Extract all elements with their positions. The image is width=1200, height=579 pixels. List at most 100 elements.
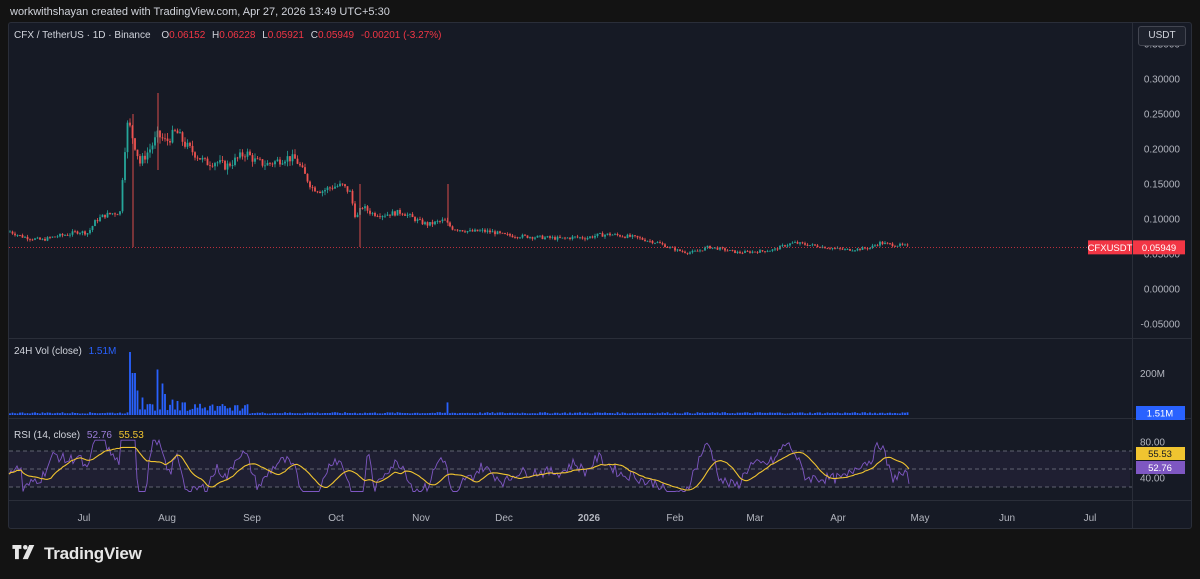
volume-bar (741, 412, 744, 415)
volume-bar (754, 412, 756, 415)
candle-body (29, 239, 31, 241)
candle-body (69, 234, 71, 236)
candle-body (581, 237, 584, 239)
candle-body (881, 241, 884, 245)
volume-bar (654, 413, 656, 415)
price-tag-bg (1133, 240, 1185, 255)
volume-bar (881, 412, 884, 415)
candle-body (796, 242, 799, 244)
volume-bar (401, 412, 404, 415)
volume-bar (551, 413, 554, 415)
volume-bar (456, 413, 459, 415)
volume-bar (344, 412, 346, 415)
candle-body (621, 236, 624, 238)
volume-bar (646, 413, 649, 415)
candle-body (539, 235, 541, 237)
volume-bar (306, 412, 309, 415)
candle-body (844, 249, 846, 250)
candle-body (611, 234, 614, 236)
candle-body (801, 242, 804, 244)
volume-bar (689, 413, 691, 415)
price-tick-label: -0.05000 (1141, 320, 1181, 331)
candle-body (736, 251, 739, 253)
candle-body (601, 233, 604, 237)
candle-body (576, 236, 579, 238)
volume-bar (851, 412, 854, 415)
candle-body (631, 235, 634, 237)
rsi-line (8, 438, 910, 493)
candle-body (246, 151, 249, 157)
candle-body (661, 243, 664, 245)
candle-body (59, 233, 61, 237)
candle-body (291, 154, 294, 162)
volume-bar (604, 412, 606, 415)
volume-bar (781, 413, 784, 415)
volume-bar (414, 412, 416, 415)
candle-body (14, 233, 16, 236)
volume-bar (99, 413, 101, 415)
candle-body (54, 236, 56, 238)
candle-body (814, 244, 816, 246)
candle-body (276, 159, 279, 162)
currency-button[interactable]: USDT (1138, 26, 1186, 46)
volume-bar (76, 413, 79, 415)
candle-body (336, 186, 339, 187)
candle-body (864, 247, 866, 249)
volume-bar (499, 412, 501, 415)
volume-bar (226, 408, 229, 415)
volume-bar (276, 413, 279, 415)
candle-body (616, 233, 619, 236)
candle-body (136, 149, 139, 157)
candle-body (564, 237, 566, 239)
volume-bar (241, 408, 244, 415)
candle-body (644, 239, 646, 242)
candle-body (641, 237, 644, 240)
volume-bar (764, 412, 766, 415)
volume-bar (281, 413, 284, 415)
candle-body (876, 245, 879, 247)
candle-body (9, 231, 11, 233)
volume-bar (19, 412, 21, 415)
candle-body (139, 156, 141, 164)
volume-bar (46, 412, 49, 415)
volume-bar (816, 412, 819, 415)
candle-body (871, 245, 874, 248)
candle-body (659, 242, 661, 244)
volume-bar (249, 413, 251, 415)
high-value: 0.06228 (219, 30, 256, 41)
volume-bar (524, 413, 526, 415)
volume-bar (831, 412, 834, 415)
candle-body (116, 214, 119, 216)
candle-body (776, 248, 779, 250)
volume-bar (796, 412, 799, 415)
volume-bar (104, 413, 106, 415)
volume-bar (751, 413, 754, 415)
candle-body (501, 232, 504, 234)
volume-tag-label: 1.51M (1147, 409, 1173, 420)
candle-body (811, 244, 814, 246)
candle-body (516, 237, 519, 239)
candle-body (666, 247, 669, 248)
candle-body (271, 163, 274, 165)
volume-bar (501, 412, 504, 415)
volume-bar (506, 413, 509, 415)
candle-body (234, 157, 236, 165)
time-tick-label: Jul (78, 513, 91, 524)
volume-bar (334, 412, 336, 415)
candle-body (229, 163, 231, 166)
candle-body (566, 237, 569, 239)
candle-body (716, 247, 719, 250)
volume-bar (566, 413, 569, 415)
close-value: 0.05949 (317, 30, 355, 41)
volume-bar (186, 410, 189, 415)
volume-bar (869, 412, 871, 415)
tradingview-brand[interactable]: TradingView (10, 544, 142, 564)
candle-body (374, 212, 376, 216)
volume-bar (119, 412, 121, 415)
candle-body (694, 250, 696, 252)
volume-bar (406, 413, 409, 415)
volume-bar (296, 413, 299, 415)
volume-bar (381, 413, 384, 415)
candle-body (124, 152, 126, 181)
